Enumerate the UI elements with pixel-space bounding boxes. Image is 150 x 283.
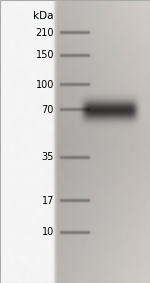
Text: 10: 10: [42, 227, 54, 237]
Text: 150: 150: [36, 50, 54, 60]
Text: 210: 210: [36, 27, 54, 38]
Text: 100: 100: [36, 80, 54, 90]
Text: 70: 70: [42, 105, 54, 115]
Text: 35: 35: [42, 152, 54, 162]
Text: kDa: kDa: [33, 10, 54, 21]
Text: 17: 17: [42, 196, 54, 206]
